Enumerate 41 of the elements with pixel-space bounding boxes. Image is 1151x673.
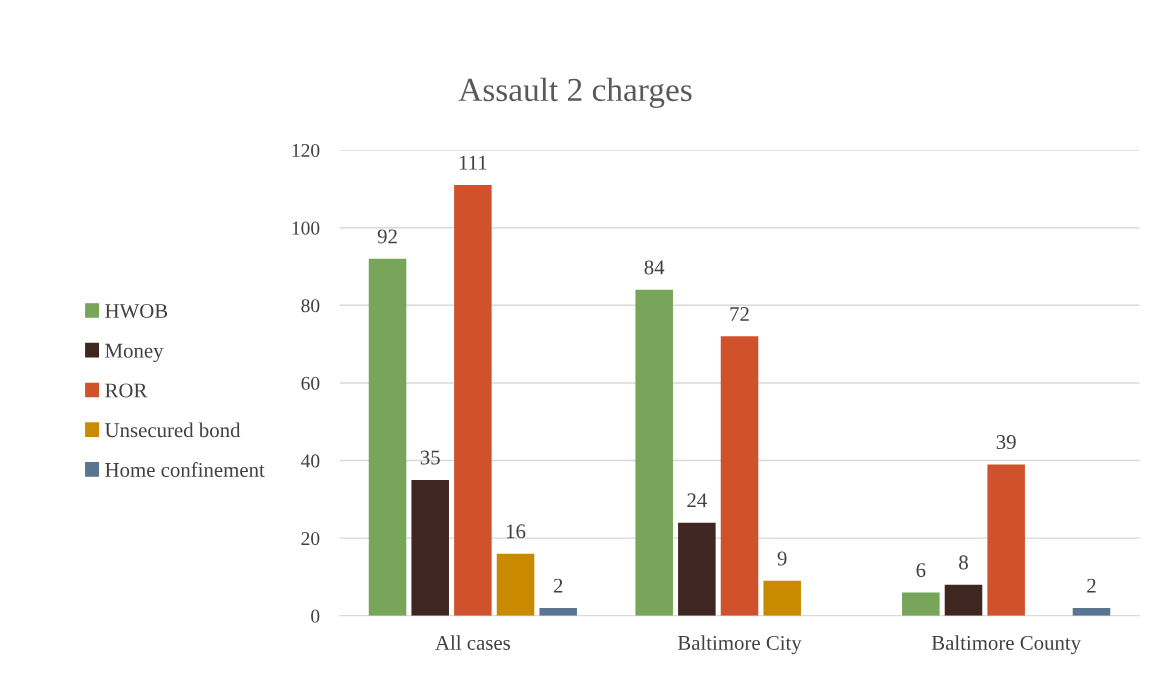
- bar: [635, 289, 673, 616]
- data-label: 8: [959, 555, 968, 570]
- legend-label: Money: [105, 343, 164, 362]
- bar: [678, 522, 716, 616]
- legend-label: Home confinement: [105, 462, 265, 477]
- data-label: 72: [730, 307, 749, 321]
- bar: [368, 258, 407, 616]
- data-label: 111: [459, 155, 487, 170]
- data-label: 2: [553, 578, 563, 593]
- bar: [720, 336, 759, 616]
- bar: [944, 584, 983, 616]
- y-tick-label: 20: [301, 531, 320, 546]
- y-tick-label: 100: [292, 221, 320, 235]
- data-label: 16: [506, 524, 526, 539]
- legend-label: Unsecured bond: [104, 422, 241, 438]
- y-tick-label: 80: [301, 299, 320, 313]
- y-tick-label: 40: [301, 454, 320, 468]
- bar: [539, 608, 577, 616]
- y-tick-label: 120: [292, 143, 320, 158]
- x-tick-label: Baltimore County: [931, 635, 1082, 655]
- bar: [411, 479, 449, 616]
- data-label: 6: [916, 563, 926, 578]
- x-tick-label: Baltimore City: [677, 635, 802, 655]
- bar: [454, 185, 492, 616]
- data-label: 2: [1087, 578, 1096, 593]
- bar: [987, 464, 1025, 616]
- bar: [902, 592, 940, 616]
- data-label: 24: [687, 493, 707, 508]
- data-label: 39: [996, 435, 1016, 450]
- data-label: 35: [420, 450, 440, 465]
- data-label: 84: [644, 260, 665, 275]
- y-tick-label: 60: [301, 376, 320, 390]
- bar: [763, 580, 801, 616]
- legend-label: HWOB: [105, 303, 168, 319]
- data-label: 92: [377, 229, 397, 244]
- legend-label: ROR: [105, 383, 148, 398]
- y-tick-label: 0: [311, 609, 320, 623]
- x-tick-label: All cases: [435, 635, 511, 650]
- bar: [496, 553, 535, 616]
- chart-title: Assault 2 charges: [458, 77, 692, 109]
- data-label: 9: [777, 551, 787, 566]
